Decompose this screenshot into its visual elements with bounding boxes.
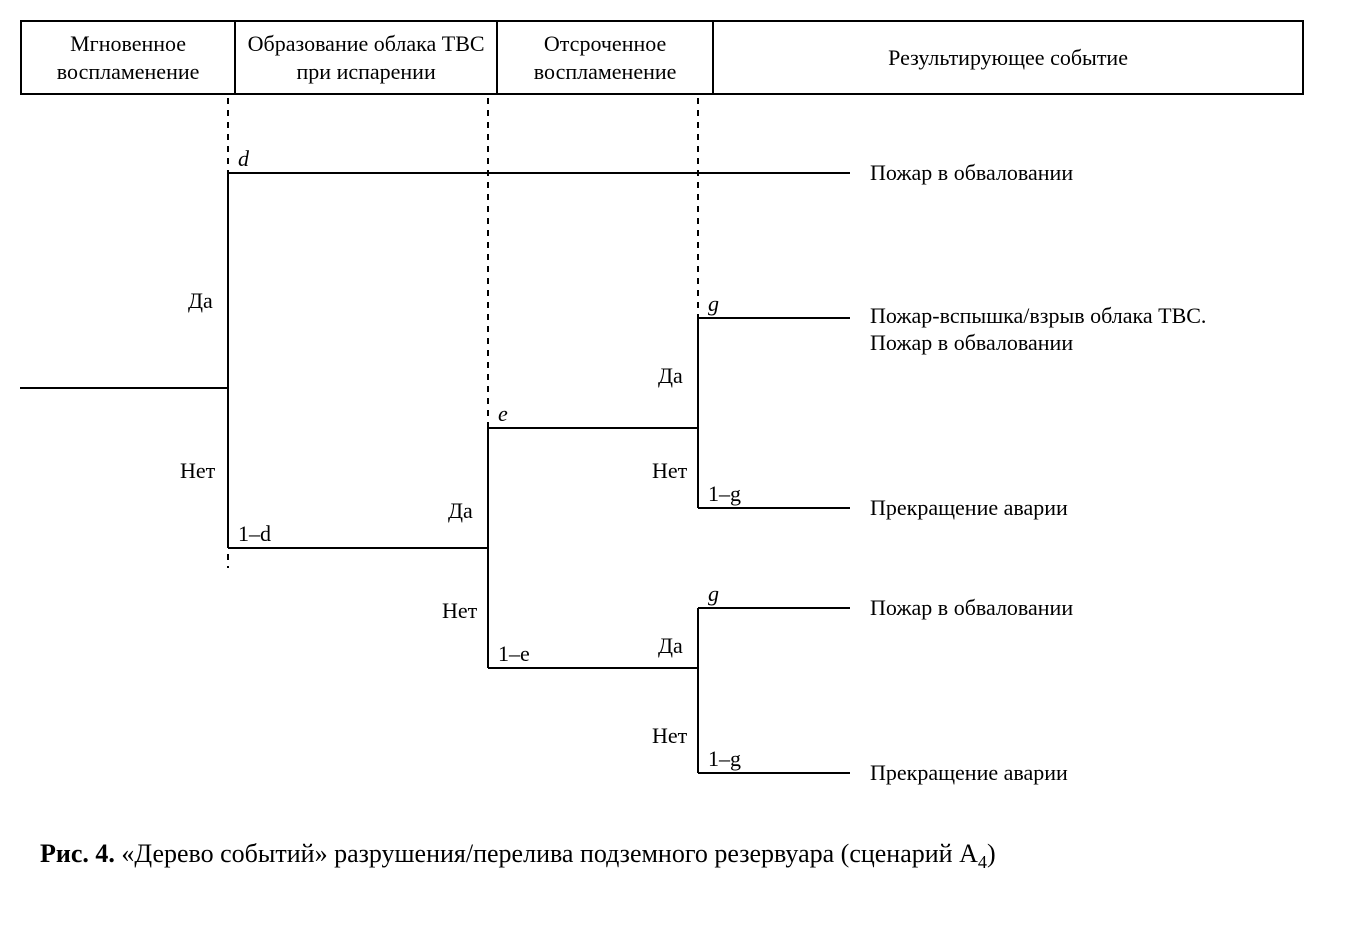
label-b3a-no: Нет: [652, 458, 688, 483]
label-1-d: 1–d: [238, 521, 271, 546]
label-b3a-yes: Да: [658, 363, 683, 388]
label-b1-yes: Да: [188, 288, 213, 313]
label-g-a: g: [708, 291, 719, 316]
caption-body-a: «Дерево событий» разрушения/перелива под…: [115, 839, 978, 868]
outcome-4: Пожар в обваловании: [870, 595, 1073, 620]
outcome-1: Пожар в обваловании: [870, 160, 1073, 185]
caption-prefix: Рис. 4.: [40, 839, 115, 868]
outcome-2b: Пожар в обваловании: [870, 330, 1073, 355]
label-1-g-b: 1–g: [708, 746, 741, 771]
caption-body-b: ): [987, 839, 996, 868]
label-b3b-no: Нет: [652, 723, 688, 748]
header-col-1: Мгновенное воспламенение: [21, 21, 235, 94]
header-col-2: Образование облака ТВС при испарении: [235, 21, 497, 94]
label-1-e: 1–e: [498, 641, 530, 666]
label-1-g-a: 1–g: [708, 481, 741, 506]
header-table: Мгновенное воспламенение Образование обл…: [20, 20, 1304, 95]
label-e: e: [498, 401, 508, 426]
figure-caption: Рис. 4. «Дерево событий» разрушения/пере…: [40, 836, 1286, 875]
outcome-5: Прекращение аварии: [870, 760, 1068, 785]
label-d: d: [238, 146, 250, 171]
header-col-4: Результирующее событие: [713, 21, 1303, 94]
label-g-b: g: [708, 581, 719, 606]
page: Мгновенное воспламенение Образование обл…: [0, 0, 1346, 931]
label-b3b-yes: Да: [658, 633, 683, 658]
label-b2-yes: Да: [448, 498, 473, 523]
event-tree-svg: d Да Нет 1–d e Да Нет 1–e g Да Нет 1–g g…: [20, 108, 1304, 828]
label-b1-no: Нет: [180, 458, 216, 483]
outcome-2a: Пожар-вспышка/взрыв облака ТВС.: [870, 303, 1206, 328]
caption-sub: 4: [978, 852, 987, 872]
label-b2-no: Нет: [442, 598, 478, 623]
header-col-3: Отсроченное воспламенение: [497, 21, 713, 94]
event-tree-diagram: d Да Нет 1–d e Да Нет 1–e g Да Нет 1–g g…: [20, 108, 1304, 828]
outcome-3: Прекращение аварии: [870, 495, 1068, 520]
